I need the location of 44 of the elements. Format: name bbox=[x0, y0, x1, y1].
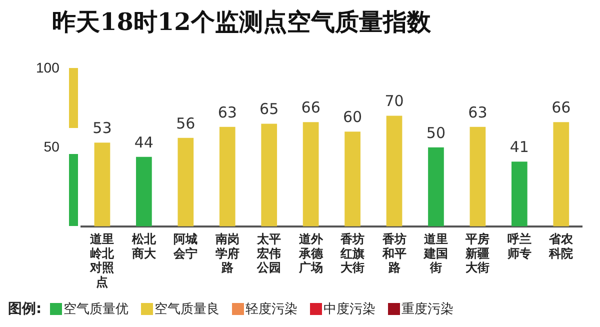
y-tick-label: 100 bbox=[36, 59, 60, 76]
data-label: 53 bbox=[92, 119, 112, 138]
data-label: 41 bbox=[510, 138, 529, 156]
data-label: 56 bbox=[176, 114, 196, 132]
data-label: 60 bbox=[342, 108, 362, 126]
data-label: 66 bbox=[552, 98, 571, 117]
legend-label: 中度污染 bbox=[324, 301, 376, 318]
bar bbox=[344, 132, 360, 226]
data-label: 70 bbox=[384, 92, 404, 110]
x-tick-label: 阿城会宁 bbox=[172, 232, 198, 260]
legend-label: 空气质量良 bbox=[154, 301, 220, 318]
legend-title: 图例: bbox=[8, 300, 42, 318]
bar bbox=[511, 162, 528, 226]
data-label: 63 bbox=[468, 103, 488, 122]
bar bbox=[94, 142, 110, 226]
bar bbox=[553, 122, 570, 226]
bar bbox=[386, 116, 402, 226]
bar bbox=[136, 156, 152, 226]
legend-label: 重度污染 bbox=[402, 301, 454, 318]
bar bbox=[261, 124, 278, 226]
x-tick-label: 太平宏伟公园 bbox=[256, 232, 282, 275]
data-label: 50 bbox=[426, 124, 446, 142]
bar bbox=[428, 147, 444, 226]
bar bbox=[302, 122, 319, 226]
data-label: 44 bbox=[134, 133, 154, 152]
x-tick-label: 香坊红旗大街 bbox=[340, 232, 365, 275]
x-tick-label: 松北商大 bbox=[130, 232, 157, 260]
x-tick-label: 道里建国街 bbox=[422, 232, 448, 275]
x-tick-label: 省农科院 bbox=[548, 232, 574, 260]
x-tick-label: 道外承德广场 bbox=[298, 232, 324, 275]
data-label: 65 bbox=[260, 100, 279, 118]
chart-title: 昨天18时12个监测点空气质量指数 bbox=[51, 6, 432, 38]
x-tick-label: 香坊和平路 bbox=[381, 232, 406, 275]
data-label: 66 bbox=[301, 98, 320, 117]
bar bbox=[178, 138, 194, 226]
x-tick-label: 南岗学府路 bbox=[214, 232, 240, 275]
bar bbox=[470, 126, 486, 226]
legend-label: 空气质量优 bbox=[64, 301, 129, 318]
x-tick-label: 平房新疆大街 bbox=[464, 232, 490, 275]
x-tick-label: 道里岭北对照点 bbox=[89, 232, 116, 290]
x-tick-label: 呼兰师专 bbox=[506, 232, 532, 260]
data-label: 63 bbox=[218, 103, 237, 122]
bar bbox=[219, 126, 236, 226]
legend-label: 轻度污染 bbox=[246, 301, 298, 318]
